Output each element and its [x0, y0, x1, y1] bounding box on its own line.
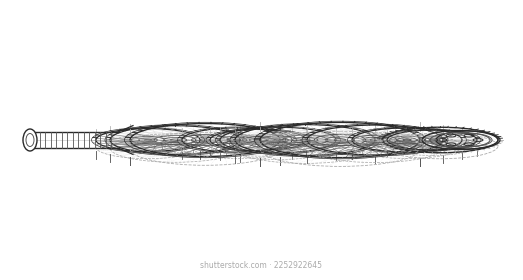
Ellipse shape — [26, 134, 34, 146]
Text: shutterstock.com · 2252922645: shutterstock.com · 2252922645 — [200, 261, 323, 270]
Ellipse shape — [23, 129, 37, 151]
